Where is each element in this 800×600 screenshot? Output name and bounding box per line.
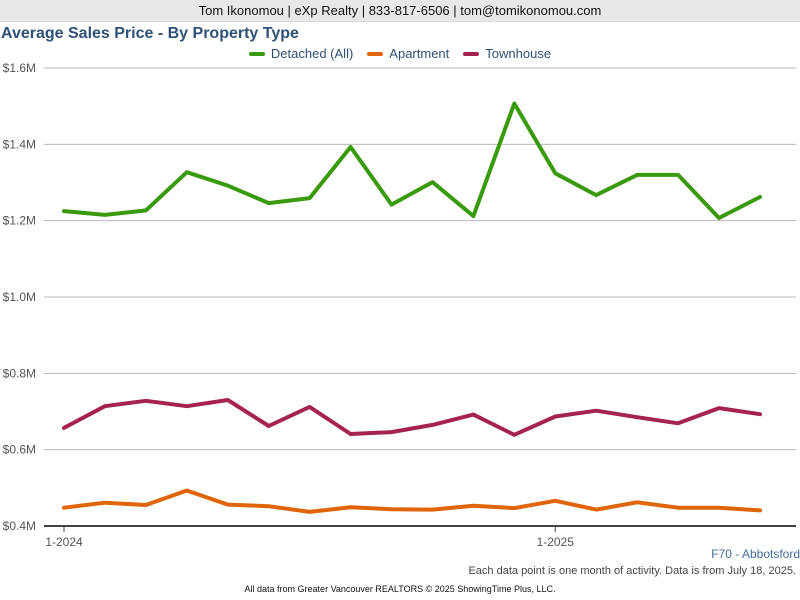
y-tick-label: $0.6M bbox=[3, 443, 36, 457]
y-tick-label: $1.0M bbox=[3, 290, 36, 304]
legend-label-townhouse: Townhouse bbox=[485, 46, 552, 61]
legend-swatch-detached bbox=[248, 51, 265, 56]
y-tick-label: $1.2M bbox=[3, 214, 36, 228]
series-line-apartment bbox=[62, 488, 762, 514]
y-tick-label: $1.6M bbox=[3, 61, 36, 75]
x-tick-label: 1-2024 bbox=[45, 535, 83, 549]
y-tick-label: $0.4M bbox=[3, 519, 36, 533]
data-note: Each data point is one month of activity… bbox=[468, 565, 796, 577]
region-label: F70 - Abbotsford bbox=[711, 547, 800, 561]
legend-label-detached: Detached (All) bbox=[270, 46, 354, 61]
series-line-townhouse bbox=[62, 398, 762, 437]
legend-swatch-apartment bbox=[367, 51, 384, 56]
legend-swatch-townhouse bbox=[463, 51, 480, 56]
legend-item-detached[interactable]: Detached (All) bbox=[248, 46, 354, 61]
x-tick-label: 1-2025 bbox=[537, 535, 575, 549]
legend-item-townhouse[interactable]: Townhouse bbox=[463, 46, 551, 61]
footer-credit: All data from Greater Vancouver REALTORS… bbox=[244, 584, 556, 594]
legend-item-apartment[interactable]: Apartment bbox=[367, 46, 449, 61]
y-tick-label: $0.8M bbox=[3, 366, 36, 380]
chart-legend: Detached (All) Apartment Townhouse bbox=[0, 46, 800, 61]
line-chart: $0.4M $0.6M $0.8M $1.0M $1.2M $1.4M $1.6M 1-202… bbox=[3, 61, 796, 549]
agent-contact-bar: Tom Ikonomou | eXp Realty | 833-817-6506… bbox=[0, 0, 800, 22]
agent-contact-text: Tom Ikonomou | eXp Realty | 833-817-6506… bbox=[198, 3, 602, 18]
legend-label-apartment: Apartment bbox=[389, 46, 450, 61]
y-tick-label: $1.4M bbox=[3, 137, 36, 151]
chart-title: Average Sales Price - By Property Type bbox=[1, 25, 299, 42]
series-line-detached bbox=[62, 101, 762, 220]
